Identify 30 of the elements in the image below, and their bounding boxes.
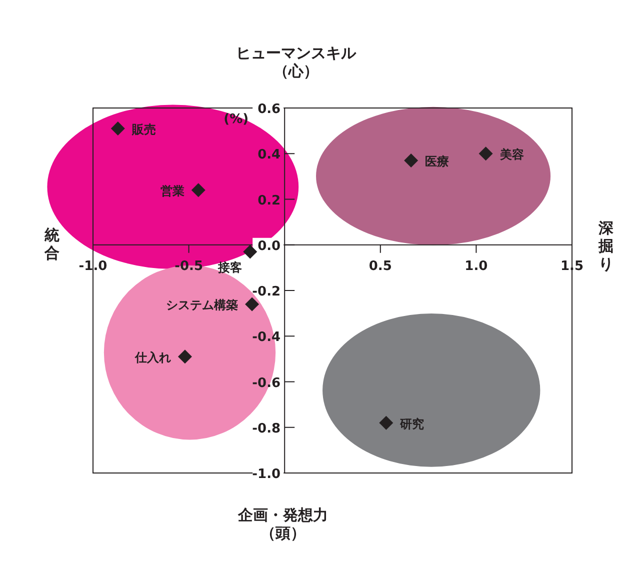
y-tick-label: 0.0	[258, 238, 281, 254]
y-axis-title: (%)	[224, 112, 249, 127]
series-label: システム構築	[166, 298, 238, 312]
point	[110, 122, 125, 136]
x-tick-label: 1.0	[464, 258, 488, 274]
series-label: 仕入れ	[134, 350, 171, 365]
series-label: 接客	[217, 260, 242, 275]
chart-title: ヒューマンスキル（心）	[236, 44, 357, 80]
text: 統合	[44, 226, 60, 262]
series-label: 医療	[425, 154, 450, 168]
point	[178, 350, 192, 364]
point	[245, 297, 260, 312]
series-label: 研究	[399, 416, 424, 431]
point	[243, 244, 258, 259]
y-tick-label: 0.6	[258, 102, 281, 117]
point	[379, 416, 394, 430]
point	[404, 153, 418, 168]
series-label: 販売	[130, 122, 156, 137]
y-tick-label: -0.8	[252, 421, 281, 436]
y-tick-label: 0.4	[258, 148, 281, 163]
y-tick-label: 0.2	[258, 193, 281, 208]
y-tick-label: -0.2	[252, 284, 281, 300]
point	[478, 146, 493, 161]
series-label: 美容	[498, 148, 524, 162]
point	[191, 183, 206, 198]
text: 深掘り	[598, 219, 614, 273]
x-axis-title: 企画・発想力（頭）	[237, 506, 328, 542]
series-label: 営業	[160, 184, 184, 198]
y-tick-label: -1.0	[252, 467, 281, 482]
x-tick-label: 0.5	[368, 258, 392, 274]
